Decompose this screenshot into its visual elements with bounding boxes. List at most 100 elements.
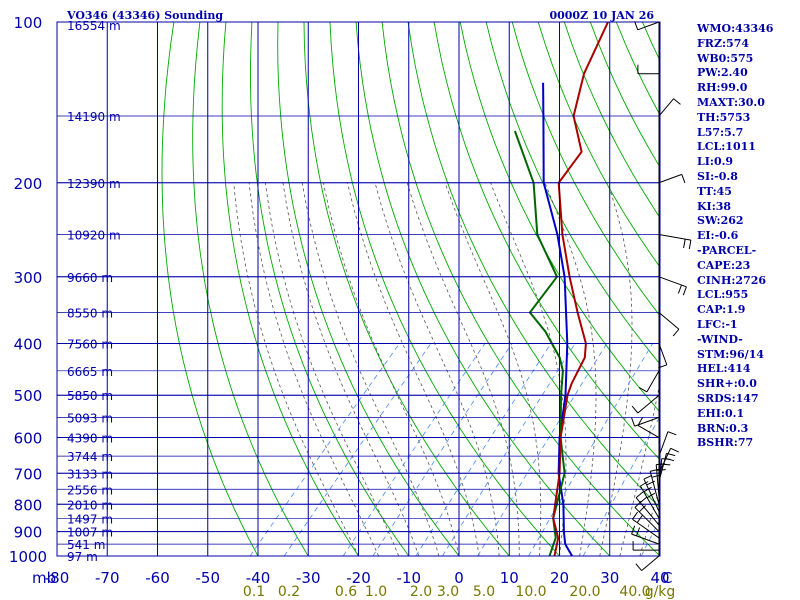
mixing-ratio-label: 0.6 bbox=[335, 584, 357, 600]
wind-barb-shaft bbox=[658, 234, 691, 241]
wind-barb-feather bbox=[681, 174, 686, 184]
wind-barb-feather bbox=[632, 511, 639, 520]
dry-adiabat-line bbox=[277, 22, 460, 556]
wind-barb-shaft bbox=[658, 98, 674, 117]
wind-barb-shaft bbox=[658, 431, 669, 457]
temperature-axis-label: 0 bbox=[454, 569, 464, 587]
mixing-ratio-label: 20.0 bbox=[569, 584, 600, 600]
moist-adiabat-line bbox=[347, 182, 480, 556]
chart-text: VO346 (43346) Sounding 0000Z 10 JAN 26100… bbox=[9, 9, 675, 600]
dry-adiabat-line bbox=[161, 22, 259, 556]
height-label: 14190 m bbox=[67, 110, 121, 124]
stat-tt: TT:45 bbox=[697, 184, 732, 198]
mixing-ratio-label: 3.0 bbox=[437, 584, 459, 600]
pressure-axis-label: 400 bbox=[14, 336, 43, 354]
pressure-axis-label: 1000 bbox=[9, 548, 47, 566]
stat-srds: SRDS:147 bbox=[697, 391, 759, 405]
dry-adiabat-line bbox=[381, 22, 660, 556]
stat-li: LI:0.9 bbox=[697, 155, 734, 169]
temperature-axis-label: -30 bbox=[296, 569, 321, 587]
wind-barb-feather bbox=[640, 481, 649, 487]
moist-adiabat-line bbox=[248, 182, 379, 556]
temperature-axis-label: -70 bbox=[95, 569, 120, 587]
wind-profile bbox=[631, 21, 692, 571]
moist-adiabat-line bbox=[406, 182, 520, 556]
chart-border bbox=[56, 21, 661, 557]
dry-adiabat-line bbox=[329, 22, 560, 556]
wind-barb-feather bbox=[688, 240, 692, 250]
stat-cinh: CINH:2726 bbox=[697, 273, 767, 287]
temperature-axis-label: 40 bbox=[650, 569, 669, 587]
wind-barb-feather bbox=[643, 486, 652, 493]
height-label: 3133 m bbox=[67, 467, 113, 481]
stat-parcel-header: -PARCEL- bbox=[697, 243, 757, 257]
stat-lcl: LCL:1011 bbox=[697, 140, 756, 154]
plot-frame bbox=[56, 21, 661, 557]
stat-rh: RH:99.0 bbox=[697, 81, 748, 95]
wind-barb-feather bbox=[677, 284, 682, 294]
stat-pw: PW:2.40 bbox=[697, 66, 748, 80]
height-label: 16554 m bbox=[67, 19, 121, 33]
wind-barb-feather bbox=[636, 515, 643, 523]
temperature-profile-line bbox=[552, 22, 609, 556]
moist-adiabat-line bbox=[444, 182, 542, 556]
wind-barb-feather bbox=[631, 405, 639, 414]
stat-lfc: LFC:-1 bbox=[697, 317, 738, 331]
wind-barb-feather bbox=[637, 417, 643, 426]
moist-adiabat-line bbox=[265, 182, 400, 556]
stat-cap: CAP:1.9 bbox=[697, 303, 746, 317]
wind-barb-feather bbox=[635, 563, 642, 571]
mixing-ratio-line bbox=[249, 343, 400, 556]
wind-barb-feather bbox=[638, 386, 648, 393]
mixing-ratio-label: g/kg bbox=[645, 584, 676, 600]
stat-wind-header: -WIND- bbox=[697, 332, 743, 346]
wind-barb-shaft bbox=[658, 312, 680, 330]
wind-barb-feather bbox=[638, 505, 646, 513]
height-label: 8550 m bbox=[67, 307, 113, 321]
moist-adiabat-line bbox=[374, 182, 500, 556]
wind-barb-feather bbox=[636, 527, 641, 537]
pressure-axis-label: 500 bbox=[14, 387, 43, 405]
wind-barb-shaft bbox=[658, 448, 672, 474]
wind-barb-shaft bbox=[646, 370, 660, 393]
height-label: 1497 m bbox=[67, 512, 113, 526]
wind-barb-shaft bbox=[658, 453, 667, 482]
chart-date: 0000Z 10 JAN 26 bbox=[549, 9, 654, 22]
height-label: 12390 m bbox=[67, 177, 121, 191]
pressure-axis-label: 300 bbox=[14, 269, 43, 287]
height-label: 541 m bbox=[67, 538, 105, 552]
mixing-ratio-label: 1.0 bbox=[365, 584, 387, 600]
temperature-axis-label: -10 bbox=[397, 569, 422, 587]
height-label: 3744 m bbox=[67, 450, 113, 464]
wind-barb-feather bbox=[634, 21, 639, 30]
stat-ei: EI:-0.6 bbox=[697, 229, 739, 243]
moist-adiabat-line bbox=[619, 379, 660, 556]
stat-parcel-lcl: LCL:955 bbox=[697, 288, 749, 302]
wind-barb-shaft bbox=[637, 394, 660, 414]
stat-ehi: EHI:0.1 bbox=[697, 406, 745, 420]
wind-barb-feather bbox=[670, 447, 680, 453]
height-label: 9660 m bbox=[67, 271, 113, 285]
wind-barb-feather bbox=[643, 474, 653, 480]
pressure-axis-label: 600 bbox=[14, 430, 43, 448]
height-label: 6665 m bbox=[67, 365, 113, 379]
wind-barb-shaft bbox=[637, 424, 660, 438]
height-label: 4390 m bbox=[67, 432, 113, 446]
stat-wmo: WMO:43346 bbox=[697, 22, 774, 35]
height-label: 5850 m bbox=[67, 389, 113, 403]
stat-si: SI:-0.8 bbox=[697, 169, 738, 183]
stat-shr: SHR+:0.0 bbox=[697, 377, 757, 391]
wind-barb-feather bbox=[635, 491, 644, 499]
stat-wb0: WB0:575 bbox=[697, 51, 754, 65]
wind-barb-shaft bbox=[649, 471, 660, 505]
stat-bshr: BSHR:77 bbox=[697, 436, 754, 450]
height-label: 5093 m bbox=[67, 411, 113, 425]
stat-brn: BRN:0.3 bbox=[697, 421, 749, 435]
wind-barb-feather bbox=[631, 417, 636, 427]
stat-cape: CAPE:23 bbox=[697, 258, 751, 272]
wind-barb-shaft bbox=[658, 276, 687, 288]
stat-frz: FRZ:574 bbox=[697, 36, 750, 50]
moist-adiabat-line bbox=[490, 182, 567, 556]
height-label: 10920 m bbox=[67, 228, 121, 242]
